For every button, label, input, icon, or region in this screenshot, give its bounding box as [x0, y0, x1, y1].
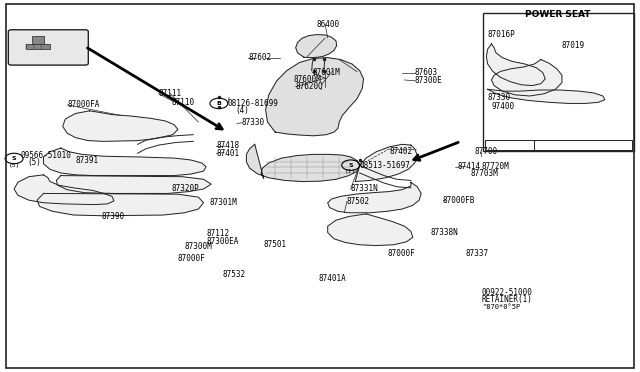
Text: 08513-51697: 08513-51697	[360, 161, 410, 170]
Text: 87320P: 87320P	[172, 184, 199, 193]
Text: 87703M: 87703M	[470, 169, 498, 178]
Text: ^870*0°5P: ^870*0°5P	[483, 304, 522, 310]
Polygon shape	[63, 111, 178, 141]
Text: 08126-81699: 08126-81699	[228, 99, 278, 108]
Text: 87338N: 87338N	[430, 228, 458, 237]
Text: (5): (5)	[27, 158, 41, 167]
Polygon shape	[488, 89, 605, 103]
Text: 87301M: 87301M	[210, 198, 237, 207]
Text: B: B	[216, 101, 221, 106]
Polygon shape	[355, 144, 417, 182]
Text: 00922-51000: 00922-51000	[481, 288, 532, 296]
Text: RETAINER(1): RETAINER(1)	[481, 295, 532, 304]
Polygon shape	[296, 35, 337, 58]
Text: 87402: 87402	[389, 147, 412, 156]
Text: 87401A: 87401A	[319, 274, 346, 283]
Polygon shape	[486, 44, 545, 86]
Polygon shape	[246, 144, 360, 182]
Polygon shape	[14, 175, 114, 205]
Text: 87502: 87502	[347, 197, 370, 206]
Text: 87700: 87700	[475, 147, 498, 156]
Text: 87112: 87112	[206, 229, 229, 238]
Polygon shape	[328, 182, 421, 213]
FancyBboxPatch shape	[8, 30, 88, 65]
Text: 87501: 87501	[264, 240, 287, 249]
Text: 87330: 87330	[488, 93, 511, 102]
Text: 87000F: 87000F	[387, 249, 415, 258]
Text: 87300M: 87300M	[184, 242, 212, 251]
Text: 87000FA: 87000FA	[67, 100, 100, 109]
Text: (4): (4)	[236, 106, 250, 115]
Text: 87391: 87391	[76, 156, 99, 165]
Text: 87110: 87110	[172, 98, 195, 107]
Text: 86400: 86400	[317, 20, 340, 29]
Text: 87000FB: 87000FB	[443, 196, 476, 205]
Text: 87418: 87418	[216, 141, 239, 150]
Text: 87600M: 87600M	[293, 75, 321, 84]
Text: 97400: 97400	[492, 102, 515, 110]
Text: 87331N: 87331N	[351, 185, 378, 193]
Text: 87401: 87401	[216, 149, 239, 158]
Bar	[483, 13, 634, 151]
Text: S: S	[348, 163, 353, 168]
Text: 87603: 87603	[415, 68, 438, 77]
Polygon shape	[266, 58, 364, 136]
Text: 87330: 87330	[242, 118, 265, 127]
Text: 87337: 87337	[466, 249, 489, 258]
Text: 87414: 87414	[458, 162, 481, 171]
Text: (5): (5)	[8, 163, 20, 168]
Text: 87300E: 87300E	[415, 76, 442, 85]
Polygon shape	[492, 60, 562, 96]
Text: 87111: 87111	[159, 89, 182, 98]
Polygon shape	[44, 148, 206, 176]
Text: 87601M: 87601M	[312, 68, 340, 77]
Text: 87602: 87602	[248, 53, 271, 62]
Text: 87620Q: 87620Q	[296, 82, 323, 91]
Polygon shape	[56, 176, 211, 193]
Bar	[26, 44, 50, 49]
Text: POWER SEAT: POWER SEAT	[525, 10, 591, 19]
Text: 87532: 87532	[223, 270, 246, 279]
Text: S: S	[12, 156, 17, 161]
Polygon shape	[37, 193, 204, 216]
Bar	[485, 140, 632, 150]
Text: 87300EA: 87300EA	[206, 237, 239, 246]
Text: (1): (1)	[345, 169, 356, 174]
Text: 09566-51010: 09566-51010	[20, 151, 71, 160]
Polygon shape	[328, 214, 413, 246]
Text: 87720M: 87720M	[481, 162, 509, 171]
Text: 87019: 87019	[562, 41, 585, 50]
Text: 87016P: 87016P	[488, 30, 515, 39]
Text: 87390: 87390	[101, 212, 124, 221]
Bar	[32, 36, 44, 45]
Text: 87000F: 87000F	[178, 254, 205, 263]
